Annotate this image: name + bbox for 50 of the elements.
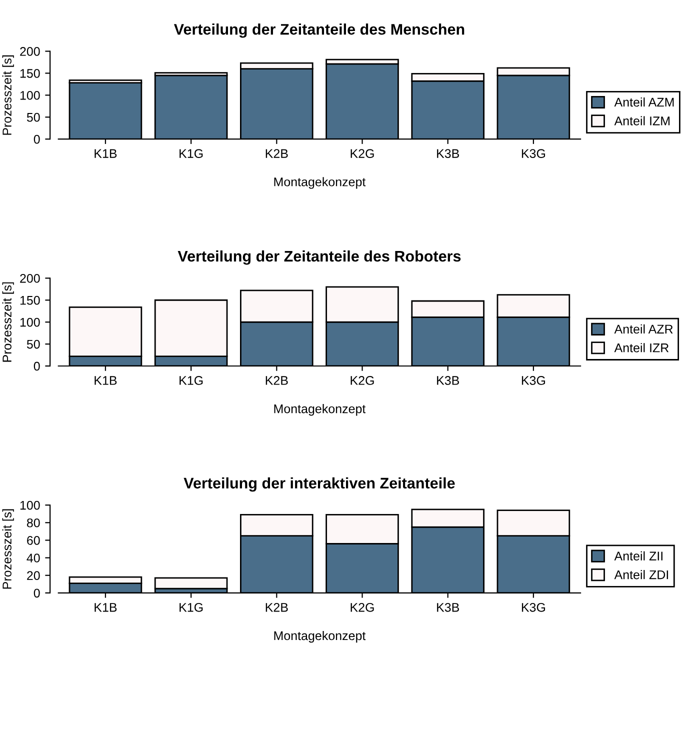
legend-label: Anteil IZR <box>614 343 669 352</box>
y-axis-title: Prozesszeit [s] <box>2 282 14 362</box>
y-tick-label: 80 <box>26 518 40 528</box>
chart-title: Verteilung der Zeitanteile des Roboters <box>178 250 461 265</box>
x-tick-label: K1G <box>180 376 203 385</box>
x-tick-label: K1B <box>94 603 117 612</box>
x-tick-label: K2G <box>350 602 374 612</box>
y-tick-label: 0 <box>34 588 40 598</box>
x-tick-label: K1B <box>94 376 117 385</box>
legend-label: Anteil ZII <box>614 551 662 560</box>
x-tick-label: K2B <box>266 602 288 612</box>
x-tick-label: K2B <box>266 149 288 158</box>
y-axis-title: Prozesszeit [s] <box>2 509 14 589</box>
x-tick-label: K3B <box>437 376 459 385</box>
y-tick-label: 50 <box>26 112 40 122</box>
y-tick-label: 150 <box>20 296 40 305</box>
legend-label: Anteil ZDI <box>614 570 668 580</box>
y-tick-label: 50 <box>26 340 40 349</box>
y-axis-title: Prozesszeit [s] <box>2 55 14 135</box>
chart-title: Verteilung der interaktiven Zeitanteile <box>184 477 455 492</box>
x-tick-label: K3G <box>522 602 546 612</box>
x-tick-label: K2B <box>266 376 288 385</box>
y-tick-label: 100 <box>20 500 40 510</box>
x-tick-label: K3G <box>522 149 546 158</box>
x-tick-label: K2G <box>350 149 374 158</box>
x-tick-label: K3G <box>522 376 546 385</box>
legend-label: Anteil AZM <box>614 97 674 107</box>
bar <box>154 577 228 590</box>
y-tick-label: 150 <box>20 69 40 78</box>
x-tick-label: K3B <box>437 602 459 612</box>
y-tick-label: 100 <box>20 318 40 327</box>
x-tick-label: K2G <box>350 376 374 385</box>
x-tick-label: K1B <box>94 149 117 158</box>
x-axis-title: Montagekonzept <box>274 177 366 189</box>
x-axis-title: Montagekonzept <box>274 630 366 643</box>
y-tick-label: 0 <box>34 134 40 144</box>
chart-title: Verteilung der Zeitanteile des Menschen <box>174 24 464 38</box>
x-tick-label: K1G <box>180 602 203 612</box>
x-tick-label: K3B <box>437 149 459 158</box>
x-tick-label: K1G <box>180 149 203 158</box>
y-tick-label: 200 <box>20 47 40 56</box>
y-tick-label: 20 <box>27 571 40 580</box>
y-tick-label: 60 <box>27 536 40 545</box>
legend-label: Anteil IZM <box>614 116 670 126</box>
x-axis-title: Montagekonzept <box>274 404 366 416</box>
y-tick-label: 0 <box>34 362 40 371</box>
y-tick-label: 40 <box>26 554 40 562</box>
legend-label: Anteil AZR <box>614 324 673 334</box>
y-tick-label: 100 <box>20 90 40 100</box>
y-tick-label: 200 <box>20 274 40 283</box>
